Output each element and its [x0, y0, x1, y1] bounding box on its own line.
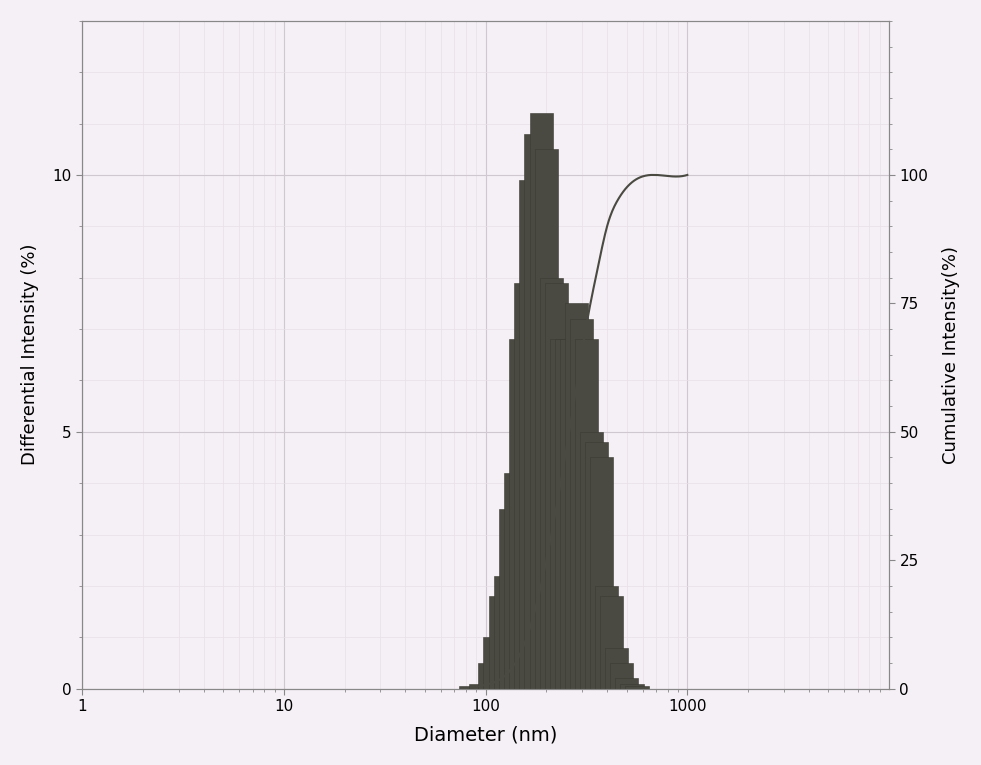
Bar: [540, 278, 563, 688]
Bar: [459, 686, 483, 688]
Bar: [535, 149, 557, 688]
Bar: [484, 637, 506, 688]
Bar: [530, 113, 552, 688]
Bar: [519, 180, 542, 688]
Y-axis label: Differential Intensity (%): Differential Intensity (%): [21, 244, 39, 465]
Bar: [626, 686, 648, 688]
Bar: [585, 442, 608, 688]
Bar: [489, 596, 512, 688]
Bar: [509, 340, 532, 688]
Bar: [590, 457, 613, 688]
Bar: [554, 340, 578, 688]
Bar: [504, 473, 527, 688]
Bar: [620, 683, 644, 688]
Bar: [514, 283, 537, 688]
Bar: [565, 304, 588, 688]
Bar: [610, 663, 634, 688]
X-axis label: Diameter (nm): Diameter (nm): [414, 725, 557, 744]
Bar: [499, 509, 522, 688]
Bar: [525, 134, 547, 689]
Bar: [575, 340, 598, 688]
Bar: [600, 596, 623, 688]
Bar: [469, 683, 492, 688]
Bar: [570, 319, 593, 688]
Bar: [605, 647, 629, 688]
Bar: [595, 586, 618, 688]
Y-axis label: Cumulative Intensity(%): Cumulative Intensity(%): [942, 246, 960, 464]
Bar: [615, 679, 639, 689]
Bar: [493, 575, 517, 688]
Bar: [560, 340, 583, 688]
Bar: [580, 431, 603, 688]
Bar: [544, 283, 568, 688]
Bar: [549, 340, 573, 688]
Bar: [478, 663, 500, 688]
